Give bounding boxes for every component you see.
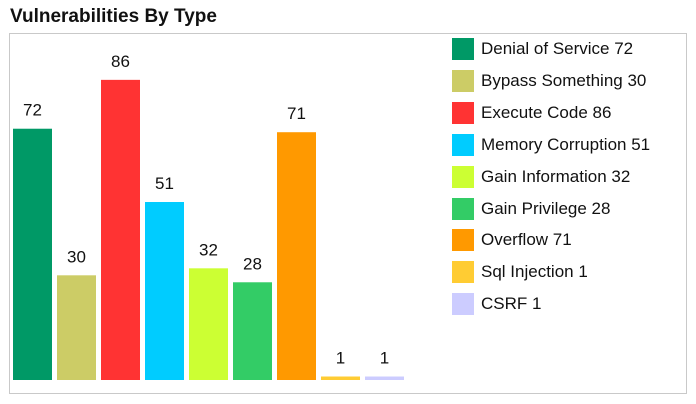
legend-item: CSRF 1 <box>452 292 541 316</box>
legend-label: CSRF 1 <box>481 294 542 314</box>
legend-swatch <box>452 293 474 316</box>
data-label: 71 <box>287 104 306 123</box>
legend-label: Gain Information 32 <box>481 166 631 186</box>
legend-swatch <box>452 101 474 124</box>
legend-item: Gain Privilege 28 <box>452 197 610 221</box>
data-label: 86 <box>111 52 130 71</box>
legend-item: Gain Information 32 <box>452 165 630 189</box>
legend-swatch <box>452 38 474 60</box>
legend-label: Bypass Something 30 <box>481 70 647 90</box>
bar-csrf <box>365 376 404 380</box>
bar-execute-code <box>101 79 140 381</box>
legend-label: Overflow 71 <box>481 230 572 250</box>
data-label: 1 <box>336 349 345 368</box>
data-label: 32 <box>199 240 218 259</box>
data-label: 72 <box>23 101 42 120</box>
legend-item: Overflow 71 <box>452 228 572 252</box>
legend-swatch <box>452 133 474 156</box>
bar-denial-of-service <box>13 128 52 380</box>
legend-item: Memory Corruption 51 <box>452 133 650 157</box>
bar-overflow <box>277 132 316 380</box>
legend-swatch <box>452 197 474 220</box>
bar-memory-corruption <box>145 202 184 380</box>
bar-gain-information <box>189 268 228 380</box>
data-label: 28 <box>243 254 262 273</box>
data-label: 1 <box>380 349 389 368</box>
legend-label: Denial of Service 72 <box>481 39 634 58</box>
legend-item: Execute Code 86 <box>452 101 611 125</box>
data-label: 30 <box>67 247 86 266</box>
data-label: 51 <box>155 174 174 193</box>
legend-swatch <box>452 261 474 284</box>
legend-swatch <box>452 69 474 92</box>
legend-swatch <box>452 165 474 188</box>
legend-label: Gain Privilege 28 <box>481 198 611 218</box>
bar-sql-injection <box>321 376 360 380</box>
legend-item: Denial of Service 72 <box>452 37 633 61</box>
legend-label: Execute Code 86 <box>481 102 612 122</box>
legend-item: Bypass Something 30 <box>452 69 646 93</box>
bar-bypass-something <box>57 275 96 380</box>
legend-item: Sql Injection 1 <box>452 260 588 284</box>
legend-swatch <box>452 229 474 252</box>
bar-gain-privilege <box>233 282 272 380</box>
legend-label: Memory Corruption 51 <box>481 134 651 154</box>
chart-title: Vulnerabilities By Type <box>10 6 217 27</box>
legend-label: Sql Injection 1 <box>481 262 588 282</box>
chart-frame <box>9 33 687 394</box>
